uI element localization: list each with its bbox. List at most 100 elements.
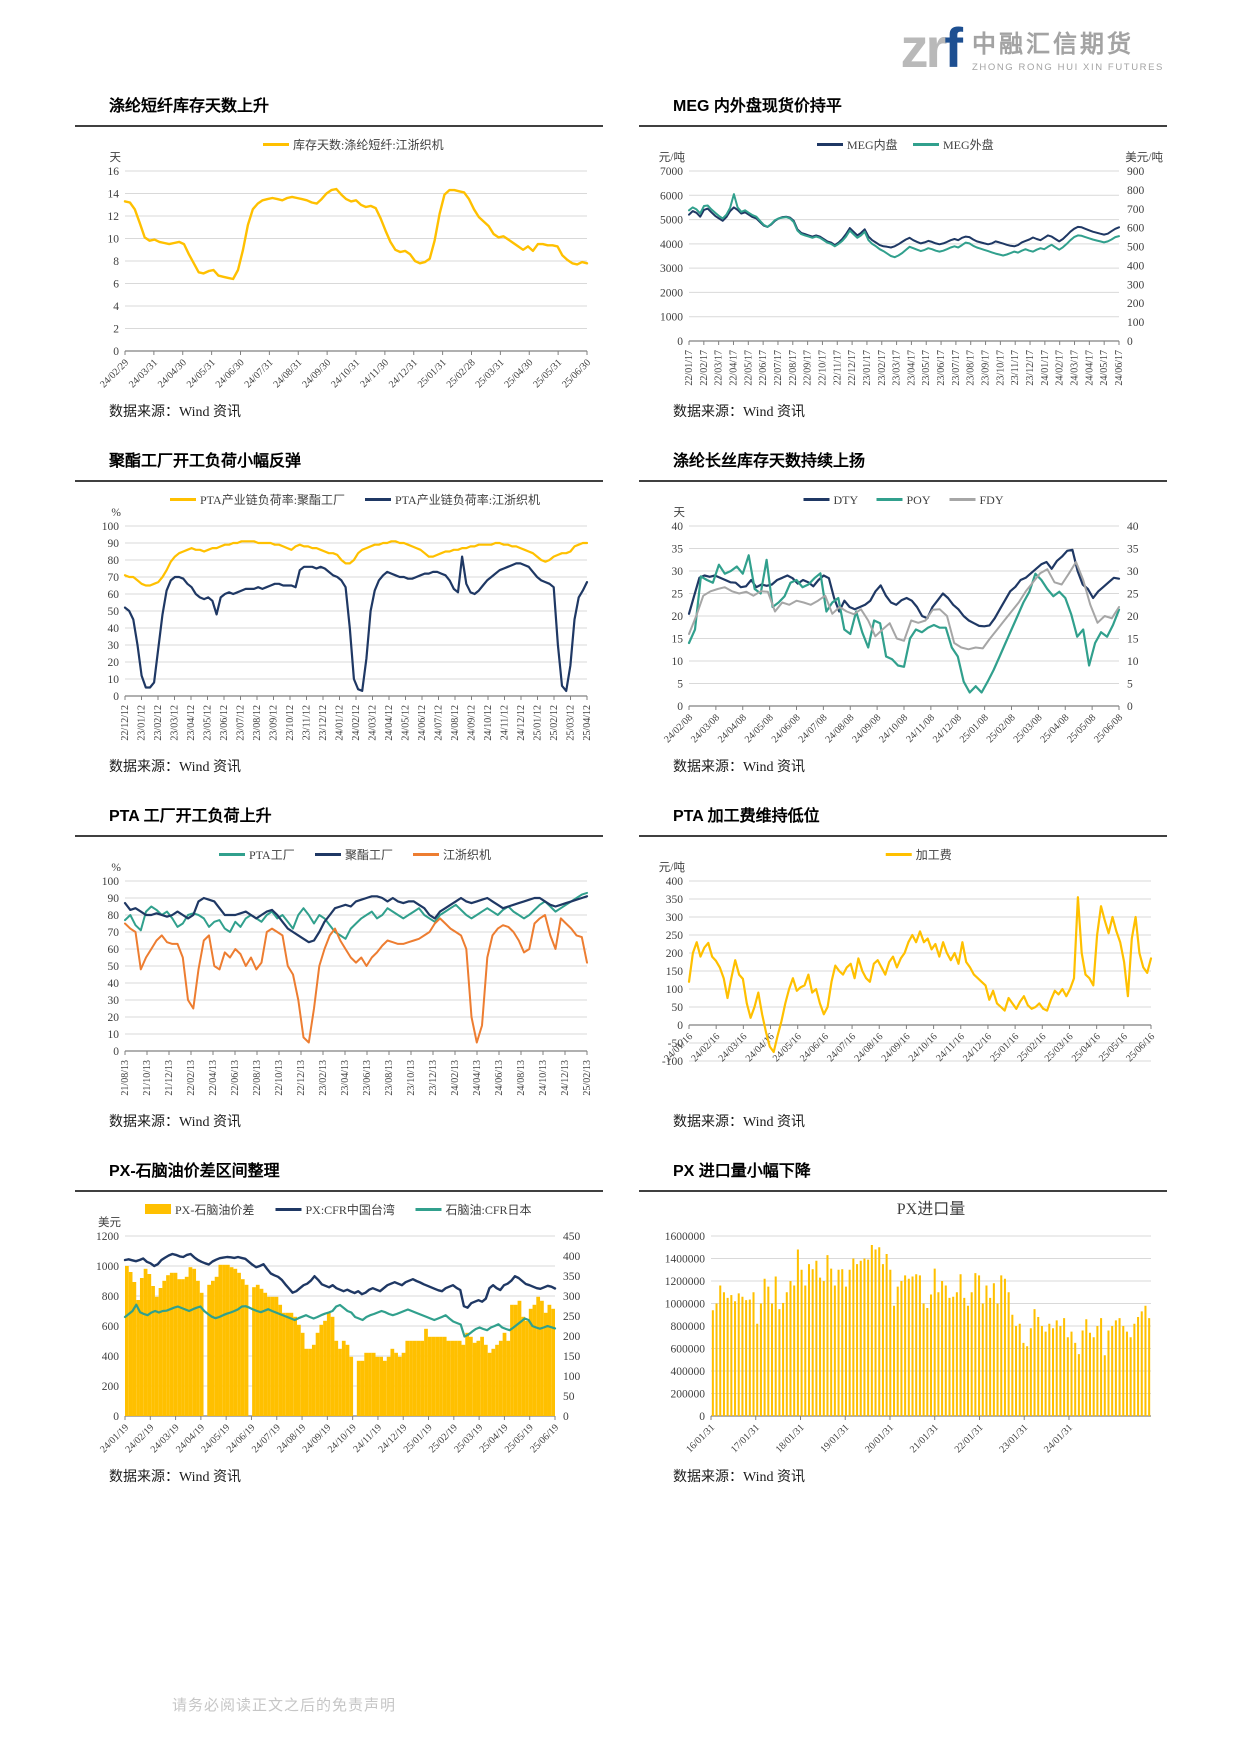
svg-text:24/02/16: 24/02/16 xyxy=(689,1031,722,1064)
svg-text:25/06/19: 25/06/19 xyxy=(528,1422,561,1455)
svg-text:25/01/12: 25/01/12 xyxy=(533,705,544,741)
svg-text:80: 80 xyxy=(108,555,120,567)
svg-text:23/05/12: 23/05/12 xyxy=(203,705,214,741)
data-source-caption: 数据来源：Wind 资讯 xyxy=(109,760,242,775)
svg-text:450: 450 xyxy=(563,1231,581,1243)
svg-text:30: 30 xyxy=(108,995,120,1007)
svg-text:23/03/12: 23/03/12 xyxy=(170,705,181,741)
svg-text:24/04/08: 24/04/08 xyxy=(716,712,749,745)
svg-text:15: 15 xyxy=(672,634,684,646)
svg-text:0: 0 xyxy=(113,1046,119,1058)
svg-text:24/03/17: 24/03/17 xyxy=(1070,350,1081,386)
svg-text:25/02/08: 25/02/08 xyxy=(985,712,1018,745)
svg-text:10: 10 xyxy=(108,1029,120,1041)
svg-text:25/06/30: 25/06/30 xyxy=(560,357,593,390)
chart-svg: 0246810121416天24/02/2924/03/3124/04/3024… xyxy=(98,137,593,390)
svg-text:24/10/31: 24/10/31 xyxy=(329,357,362,390)
svg-text:POY: POY xyxy=(907,493,931,507)
svg-text:8: 8 xyxy=(113,256,119,268)
svg-text:600000: 600000 xyxy=(671,1344,706,1356)
chart-svg: 0 10 20 30 40 50 60 70 80 90 100% 22/12/12 23/01/12 2… xyxy=(102,492,593,741)
svg-text:23/12/13: 23/12/13 xyxy=(428,1060,439,1096)
svg-text:70: 70 xyxy=(108,572,120,584)
chart-block-px-imports: PX 进口量小幅下降 0 200000 400000 600000 800000 1000… xyxy=(639,1157,1167,1488)
svg-text:24/06/08: 24/06/08 xyxy=(770,712,803,745)
svg-text:23/07/17: 23/07/17 xyxy=(951,350,962,386)
svg-text:500: 500 xyxy=(1127,242,1145,254)
chart-title: MEG 内外盘现货价持平 xyxy=(673,98,842,115)
svg-text:24/05/16: 24/05/16 xyxy=(771,1031,804,1064)
svg-text:%: % xyxy=(111,862,121,874)
svg-text:23/08/12: 23/08/12 xyxy=(252,705,263,741)
chart-canvas: 0 2 4 6 8 10 12 14 16 天 24/02/29 24/03/31 24/04/30 24… xyxy=(75,129,603,401)
svg-text:MEG外盘: MEG外盘 xyxy=(943,137,994,152)
svg-text:1400000: 1400000 xyxy=(665,1254,706,1266)
svg-text:25/05/31: 25/05/31 xyxy=(531,357,564,390)
logo-mark: zrf xyxy=(901,20,963,76)
svg-text:250: 250 xyxy=(666,930,684,942)
svg-text:22/02/17: 22/02/17 xyxy=(699,350,710,386)
svg-text:22/11/17: 22/11/17 xyxy=(832,350,843,385)
svg-text:1600000: 1600000 xyxy=(665,1231,706,1243)
svg-text:30: 30 xyxy=(1127,566,1139,578)
svg-text:22/04/13: 22/04/13 xyxy=(208,1060,219,1096)
svg-text:23/01/31: 23/01/31 xyxy=(997,1422,1030,1455)
svg-text:-100: -100 xyxy=(662,1056,683,1068)
svg-text:22/08/17: 22/08/17 xyxy=(788,350,799,386)
svg-text:2: 2 xyxy=(113,324,119,336)
svg-text:15: 15 xyxy=(1127,634,1139,646)
svg-text:60: 60 xyxy=(108,589,120,601)
svg-text:23/12/17: 23/12/17 xyxy=(1025,350,1036,386)
svg-text:10: 10 xyxy=(1127,656,1139,668)
svg-text:美元: 美元 xyxy=(98,1215,121,1229)
svg-text:22/10/13: 22/10/13 xyxy=(274,1060,285,1096)
svg-text:24/09/12: 24/09/12 xyxy=(467,705,478,741)
logo-text: 中融汇信期货 ZHONG RONG HUI XIN FUTURES xyxy=(972,24,1164,73)
svg-text:21/01/31: 21/01/31 xyxy=(908,1422,941,1455)
svg-text:24/07/12: 24/07/12 xyxy=(434,705,445,741)
svg-text:23/02/13: 23/02/13 xyxy=(318,1060,329,1096)
svg-text:22/08/13: 22/08/13 xyxy=(252,1060,263,1096)
svg-text:25/06/08: 25/06/08 xyxy=(1092,712,1125,745)
chart-title: PX 进口量小幅下降 xyxy=(673,1163,811,1180)
svg-text:22/07/17: 22/07/17 xyxy=(773,350,784,386)
svg-text:25/04/08: 25/04/08 xyxy=(1038,712,1071,745)
svg-text:24/12/08: 24/12/08 xyxy=(931,712,964,745)
title-divider xyxy=(639,480,1167,482)
svg-text:23/06/17: 23/06/17 xyxy=(936,350,947,386)
svg-text:800000: 800000 xyxy=(671,1321,706,1333)
svg-text:%: % xyxy=(111,507,121,519)
svg-text:24/08/13: 24/08/13 xyxy=(516,1060,527,1096)
svg-text:400: 400 xyxy=(563,1251,581,1263)
svg-text:30: 30 xyxy=(672,566,684,578)
chart-canvas: 0 5 10 15 20 25 30 35 40 0 5 10 15 20 25 30 35 40 天 24/02/0… xyxy=(639,484,1167,756)
svg-text:22/12/17: 22/12/17 xyxy=(847,350,858,386)
svg-text:23/01/12: 23/01/12 xyxy=(137,705,148,741)
svg-text:40: 40 xyxy=(108,623,120,635)
svg-text:24/08/16: 24/08/16 xyxy=(852,1031,885,1064)
svg-text:天: 天 xyxy=(110,152,122,164)
svg-text:24/03/31: 24/03/31 xyxy=(127,357,160,390)
svg-text:24/12/12: 24/12/12 xyxy=(516,705,527,741)
svg-text:22/05/17: 22/05/17 xyxy=(743,350,754,386)
svg-text:23/09/12: 23/09/12 xyxy=(269,705,280,741)
svg-text:24/11/30: 24/11/30 xyxy=(358,357,391,390)
svg-text:40: 40 xyxy=(1127,521,1139,533)
svg-text:22/10/17: 22/10/17 xyxy=(817,350,828,386)
svg-text:400: 400 xyxy=(1127,260,1145,272)
svg-text:22/01/31: 22/01/31 xyxy=(953,1422,986,1455)
svg-text:-50: -50 xyxy=(668,1038,684,1050)
svg-text:80: 80 xyxy=(108,910,120,922)
svg-text:800: 800 xyxy=(102,1291,120,1303)
svg-text:100: 100 xyxy=(666,984,684,996)
svg-text:35: 35 xyxy=(1127,544,1139,556)
svg-text:24/09/30: 24/09/30 xyxy=(300,357,333,390)
svg-text:23/10/13: 23/10/13 xyxy=(406,1060,417,1096)
data-source-caption: 数据来源：Wind 资讯 xyxy=(109,1470,242,1485)
chart-block-meg-price: MEG 内外盘现货价持平 0 1000 2000 3000 4000 5000 6000 70… xyxy=(639,92,1167,423)
svg-text:24/03/16: 24/03/16 xyxy=(717,1031,750,1064)
svg-text:12: 12 xyxy=(108,211,120,223)
data-source-caption: 数据来源：Wind 资讯 xyxy=(673,405,806,420)
svg-text:800: 800 xyxy=(1127,185,1145,197)
svg-text:24/04/13: 24/04/13 xyxy=(472,1060,483,1096)
